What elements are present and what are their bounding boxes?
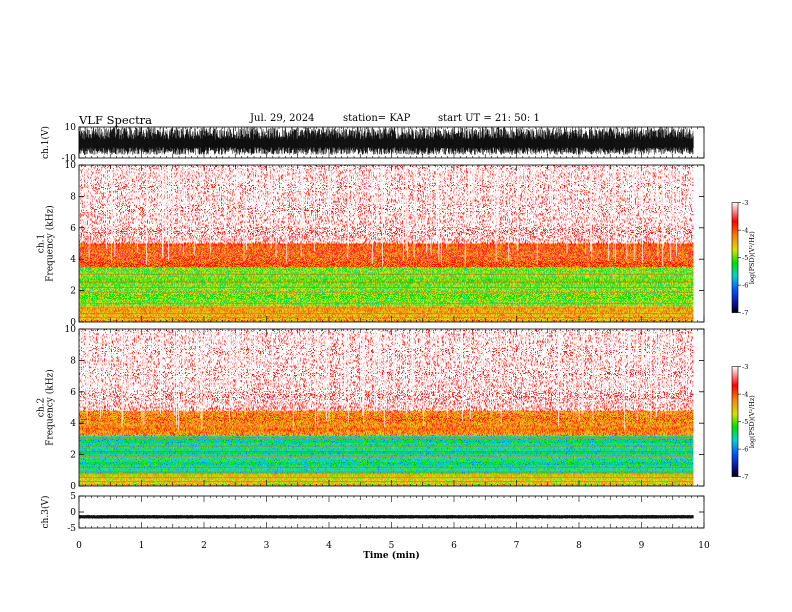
- start-time-label: start UT = 21: 50: 1: [438, 113, 540, 124]
- x-tick-label: 8: [576, 541, 582, 551]
- colorbar-tick-label-3: -4: [742, 391, 748, 399]
- spectrogram-band-3-1: [79, 435, 694, 474]
- colorbar-tick-label-3: -5: [742, 418, 748, 426]
- y-tick-label-2: 2: [70, 287, 76, 297]
- x-tick-label: 7: [514, 541, 520, 551]
- spectrogram-band-2-3: [79, 165, 694, 244]
- y-tick-label-1: -10: [62, 154, 77, 164]
- x-tick-label: 5: [389, 541, 395, 551]
- y-tick-label-1: 10: [65, 123, 77, 133]
- x-tick-label: 4: [326, 541, 332, 551]
- waveform-path-4: [78, 514, 694, 519]
- colorbar-tick-label-2: -3: [742, 199, 748, 207]
- y-tick-label-3: 2: [70, 451, 76, 461]
- colorbar-tick-label-2: -5: [742, 254, 748, 262]
- x-tick-label: 6: [451, 541, 457, 551]
- waveform-trace-1: [78, 127, 694, 155]
- y-tick-label-4: 5: [70, 492, 76, 502]
- y-axis-label-1: ch.1(V): [40, 126, 51, 159]
- y-tick-label-2: 0: [70, 318, 76, 328]
- spectrogram-streaks-3: [79, 329, 694, 431]
- y-axis-label-3: Frequency (kHz): [45, 369, 56, 446]
- x-tick-label: 0: [76, 541, 82, 551]
- y-tick-label-3: 4: [70, 419, 76, 429]
- y-tick-label-3: 0: [70, 482, 76, 492]
- y-tick-label-3: 10: [65, 325, 77, 335]
- colorbar-tick-label-2: -7: [742, 309, 748, 317]
- x-tick-label: 10: [698, 541, 710, 551]
- spectrogram-lines-3: [79, 437, 694, 482]
- spectrogram-image-2: [79, 165, 694, 322]
- spectrogram-streaks-2: [79, 165, 693, 267]
- colorbar-label-2: log(PSD)(V²/Hz): [748, 231, 756, 284]
- y-tick-label-2: 4: [70, 255, 76, 265]
- y-axis-label-2: ch.1: [37, 234, 47, 253]
- station-label: station= KAP: [343, 113, 411, 124]
- colorbar-tick-label-3: -3: [742, 363, 748, 371]
- y-axis-label-3: ch.2: [37, 398, 47, 417]
- y-tick-label-3: 6: [70, 388, 76, 398]
- y-tick-label-2: 8: [70, 192, 76, 202]
- y-tick-label-3: 8: [70, 356, 76, 366]
- colorbar-3: [731, 366, 739, 477]
- y-axis-label-4: ch.3(V): [40, 496, 51, 529]
- y-tick-label-2: 10: [65, 161, 77, 171]
- y-tick-label-4: -5: [67, 524, 76, 534]
- colorbar-tick-label-2: -4: [742, 227, 748, 235]
- spectrogram-band-3-2: [79, 410, 694, 436]
- colorbar-tick-label-2: -6: [742, 282, 748, 290]
- x-axis-label: Time (min): [363, 550, 420, 561]
- x-tick-label: 1: [139, 541, 145, 551]
- waveform-path-1: [78, 127, 694, 155]
- colorbar-tick-label-3: -6: [742, 446, 748, 454]
- spectrogram-band-2-2: [79, 243, 694, 268]
- spectrogram-image-3: [79, 329, 694, 486]
- x-tick-label: 2: [201, 541, 207, 551]
- x-tick-label: 9: [639, 541, 645, 551]
- x-tick-label: 3: [264, 541, 270, 551]
- spectrogram-band-3-0: [79, 473, 694, 486]
- spectrogram-band-2-0: [79, 306, 694, 322]
- date-label: Jul. 29, 2024: [250, 113, 315, 124]
- spectrogram-lines-2: [79, 273, 694, 318]
- colorbar-2: [731, 202, 739, 313]
- colorbar-label-3: log(PSD)(V²/Hz): [748, 395, 756, 448]
- colorbar-tick-label-3: -7: [742, 473, 748, 481]
- y-axis-label-2: Frequency (kHz): [45, 205, 56, 282]
- waveform-trace-4: [78, 514, 694, 519]
- y-tick-label-4: 0: [70, 508, 76, 518]
- y-tick-label-2: 6: [70, 224, 76, 234]
- chart-title: VLF Spectra: [79, 113, 153, 127]
